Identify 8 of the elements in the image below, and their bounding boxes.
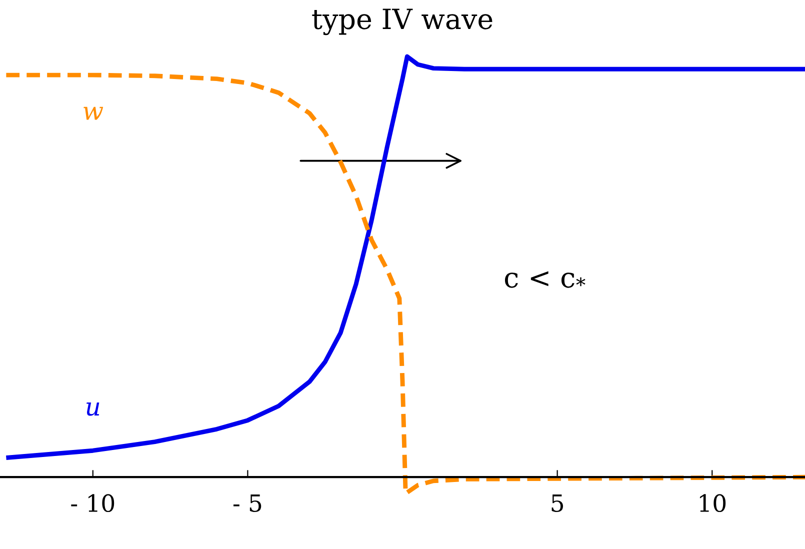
x-tick-label: 5 bbox=[552, 494, 563, 512]
x-tick-label: - 10 bbox=[71, 494, 114, 512]
series-label: w bbox=[84, 106, 104, 120]
annotation: c < c$_{*}$ bbox=[504, 271, 586, 288]
x-tick-label: 10 bbox=[700, 494, 726, 512]
chart-title: type IV wave bbox=[312, 8, 492, 36]
series-label: u bbox=[86, 402, 100, 416]
x-tick-label: - 5 bbox=[233, 494, 262, 512]
